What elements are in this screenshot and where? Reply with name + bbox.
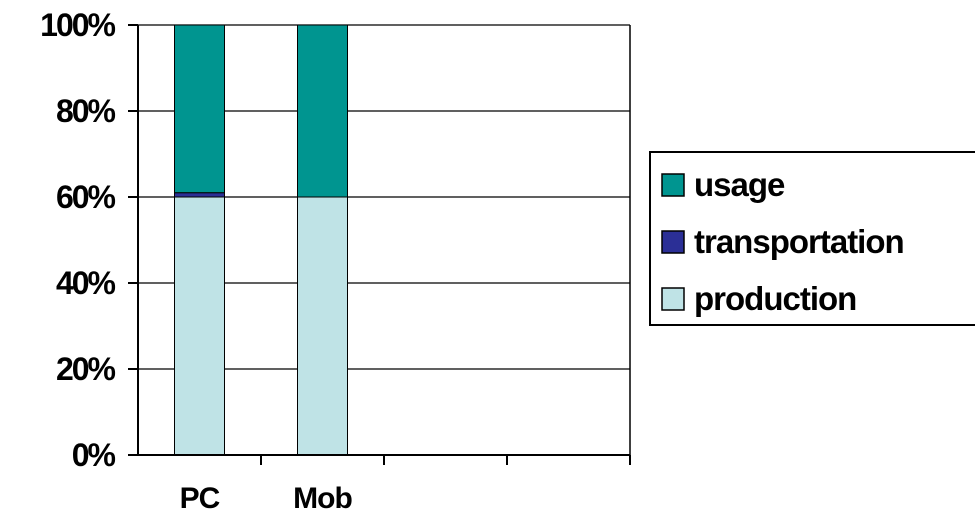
y-tick-label: 0% <box>72 437 116 473</box>
legend-label-production: production <box>694 280 856 317</box>
y-tick-label: 80% <box>56 93 116 129</box>
bar-segment-transportation <box>174 192 225 198</box>
y-axis-ticks: 0% 20% 40% 60% 80% 100% <box>40 7 631 473</box>
bars <box>174 24 348 456</box>
y-tick-label: 40% <box>56 265 116 301</box>
bar-segment-production <box>174 196 225 456</box>
bar-segment-usage <box>297 24 348 198</box>
x-category-label: Mob <box>293 482 352 515</box>
bar-segment-usage <box>174 24 225 194</box>
y-tick-label: 60% <box>56 179 116 215</box>
x-axis-categories: PC Mob <box>180 482 354 515</box>
legend-box <box>649 151 975 326</box>
legend-label-transportation: transportation <box>694 223 904 260</box>
legend-swatch-transportation <box>661 230 685 254</box>
y-tick-label: 100% <box>40 7 115 43</box>
bar-segment-production <box>297 196 348 456</box>
legend: usage transportation production <box>649 151 975 326</box>
y-tick-label: 20% <box>56 351 116 387</box>
legend-label-usage: usage <box>694 166 785 203</box>
x-category-label: PC <box>180 482 220 515</box>
legend-swatch-usage <box>661 173 685 197</box>
legend-swatch-production <box>661 287 685 311</box>
